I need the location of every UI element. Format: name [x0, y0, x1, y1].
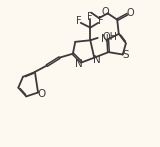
Text: F: F [76, 16, 81, 26]
Text: F: F [88, 12, 93, 22]
Text: N: N [101, 34, 109, 44]
Text: O: O [37, 89, 46, 99]
Text: N: N [75, 59, 83, 69]
Text: N: N [93, 55, 101, 65]
Text: S: S [122, 50, 129, 60]
Text: F: F [98, 16, 103, 26]
Text: OH: OH [102, 32, 117, 42]
Text: O: O [101, 7, 109, 17]
Text: O: O [127, 8, 134, 18]
